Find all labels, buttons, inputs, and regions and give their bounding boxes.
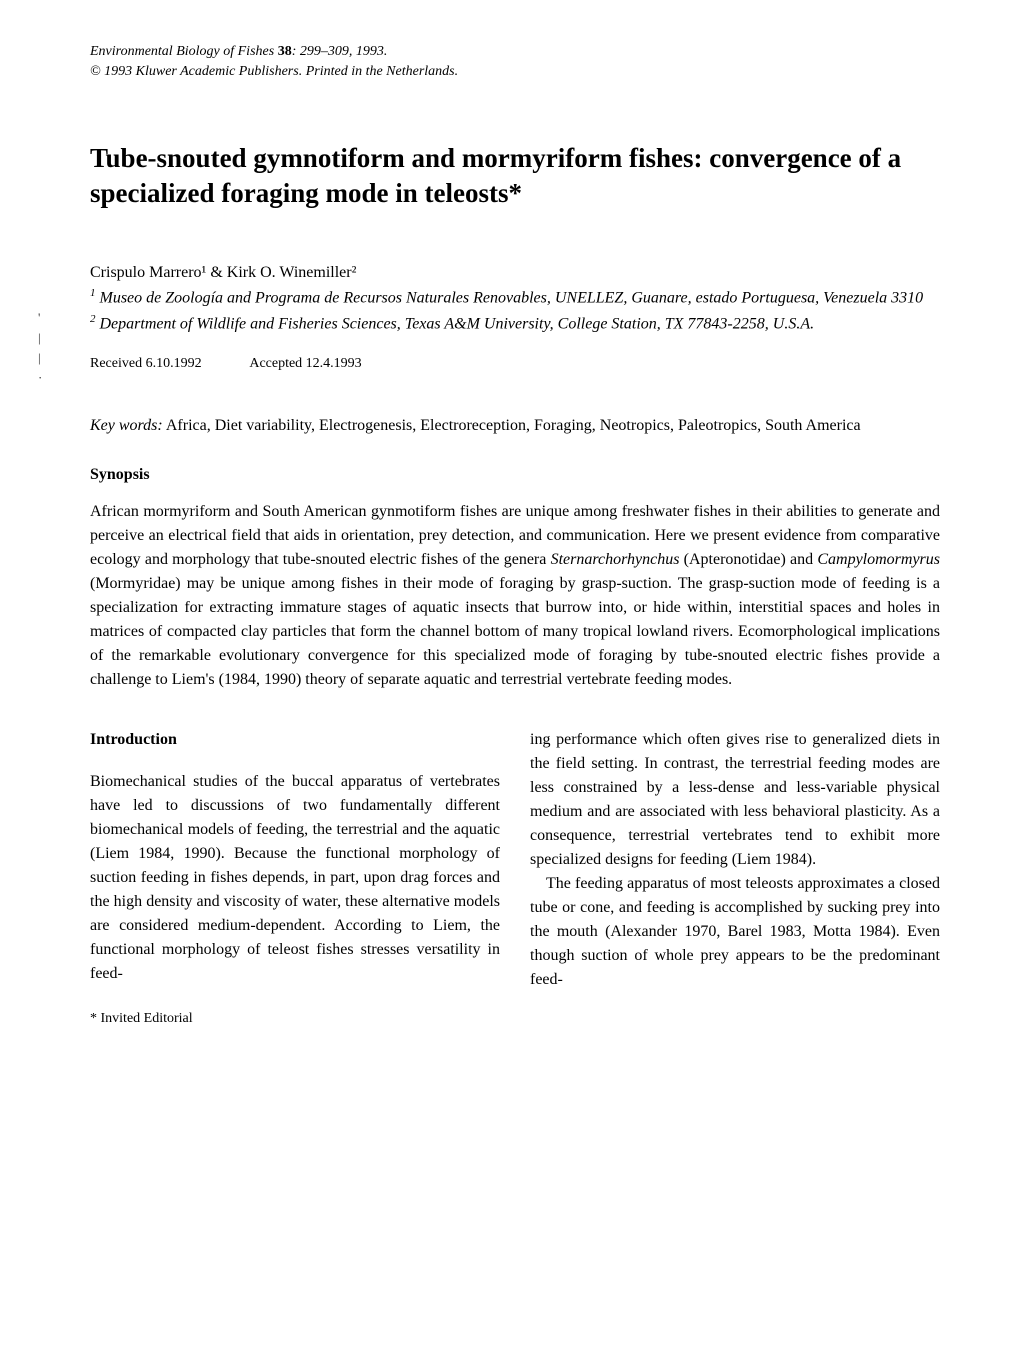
two-column-layout: Introduction Biomechanical studies of th… — [90, 728, 940, 1029]
article-title: Tube-snouted gymnotiform and mormyriform… — [90, 141, 940, 211]
introduction-heading: Introduction — [90, 728, 500, 752]
dates-block: Received 6.10.1992 Accepted 12.4.1993 — [90, 356, 940, 372]
author-names: Crispulo Marrero¹ & Kirk O. Winemiller² — [90, 261, 940, 285]
footnote: * Invited Editorial — [90, 1008, 500, 1029]
authors-block: Crispulo Marrero¹ & Kirk O. Winemiller² … — [90, 261, 940, 336]
scan-artifact: ' — [38, 310, 40, 326]
scan-artifact: | — [38, 350, 41, 366]
accepted-date: Accepted 12.4.1993 — [249, 356, 361, 371]
scan-artifact: · — [38, 370, 42, 386]
journal-header: Environmental Biology of Fishes 38: 299–… — [90, 42, 940, 81]
journal-copyright: © 1993 Kluwer Academic Publishers. Print… — [90, 64, 458, 79]
synopsis-text: African mormyriform and South American g… — [90, 500, 940, 692]
affiliation-1: 1 Museo de Zoología and Programa de Recu… — [90, 285, 940, 310]
journal-pages: 299–309, 1993. — [300, 44, 388, 59]
keywords-text: Africa, Diet variability, Electrogenesis… — [163, 417, 861, 434]
synopsis-heading: Synopsis — [90, 466, 940, 484]
column-left: Introduction Biomechanical studies of th… — [90, 728, 500, 1029]
journal-name: Environmental Biology of Fishes — [90, 44, 274, 59]
received-date: Received 6.10.1992 — [90, 356, 202, 371]
affiliation-1-text: Museo de Zoología and Programa de Recurs… — [96, 290, 924, 307]
genus-1: Sternarchorhynchus — [551, 551, 680, 568]
genus-2: Campylomormyrus — [817, 551, 940, 568]
synopsis-part-2: (Apteronotidae) and — [679, 551, 817, 568]
intro-col2-paragraph-2: The feeding apparatus of most teleosts a… — [530, 872, 940, 992]
affiliation-2-text: Department of Wildlife and Fisheries Sci… — [96, 315, 815, 332]
intro-col1-paragraph: Biomechanical studies of the buccal appa… — [90, 770, 500, 986]
synopsis-part-3: (Mormyridae) may be unique among fishes … — [90, 575, 940, 688]
affiliation-2: 2 Department of Wildlife and Fisheries S… — [90, 311, 940, 336]
scan-artifact: | — [38, 330, 41, 346]
keywords-label: Key words: — [90, 417, 163, 434]
intro-col2-paragraph-1: ing performance which often gives rise t… — [530, 728, 940, 872]
journal-volume: 38 — [278, 44, 292, 59]
keywords-block: Key words: Africa, Diet variability, Ele… — [90, 414, 940, 438]
column-right: ing performance which often gives rise t… — [530, 728, 940, 1029]
